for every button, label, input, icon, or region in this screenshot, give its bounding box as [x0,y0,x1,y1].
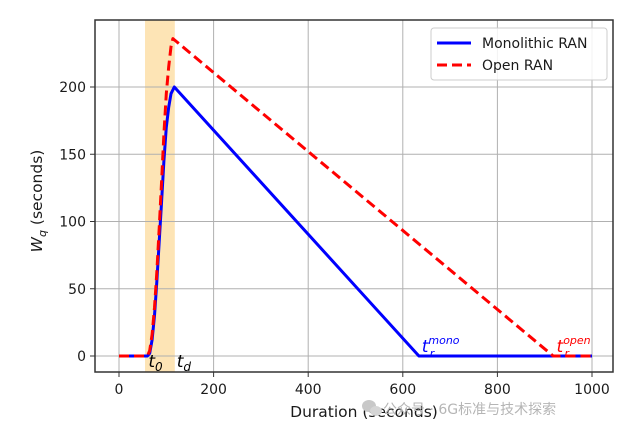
y-tick-label: 50 [68,282,86,298]
watermark-text: 公众号 · 6G标准与技术探索 [383,401,556,418]
annotation-td: td [177,352,192,374]
wechat-icon [362,400,382,416]
legend-label-open: Open RAN [482,58,553,74]
annotation-tr-mono: tmono r [422,334,460,360]
annotation-tr-open: topen r [557,334,591,360]
axes-frame [94,19,614,373]
y-tick-label: 150 [59,147,86,163]
y-tick-label: 200 [59,80,86,96]
watermark: 公众号 · 6G标准与技术探索 [362,400,556,418]
y-tick-label: 0 [77,349,86,365]
x-tick-label: 800 [484,382,511,398]
legend-box [430,27,608,81]
x-axis-label: Duration (seconds) [290,403,438,421]
legend-label-monolithic: Monolithic RAN [482,36,587,52]
x-tick-label: 600 [389,382,416,398]
annotation-t0: t0 [148,352,163,374]
x-tick-label: 1000 [574,382,610,398]
x-tick-label: 0 [115,382,124,398]
x-tick-label: 200 [200,382,227,398]
series-line-open [119,37,592,358]
y-axis-label: Wq (seconds) [28,150,49,253]
legend: Monolithic RAN Open RAN [430,27,608,81]
y-tick-label: 100 [59,215,86,231]
x-tick-label: 400 [295,382,322,398]
